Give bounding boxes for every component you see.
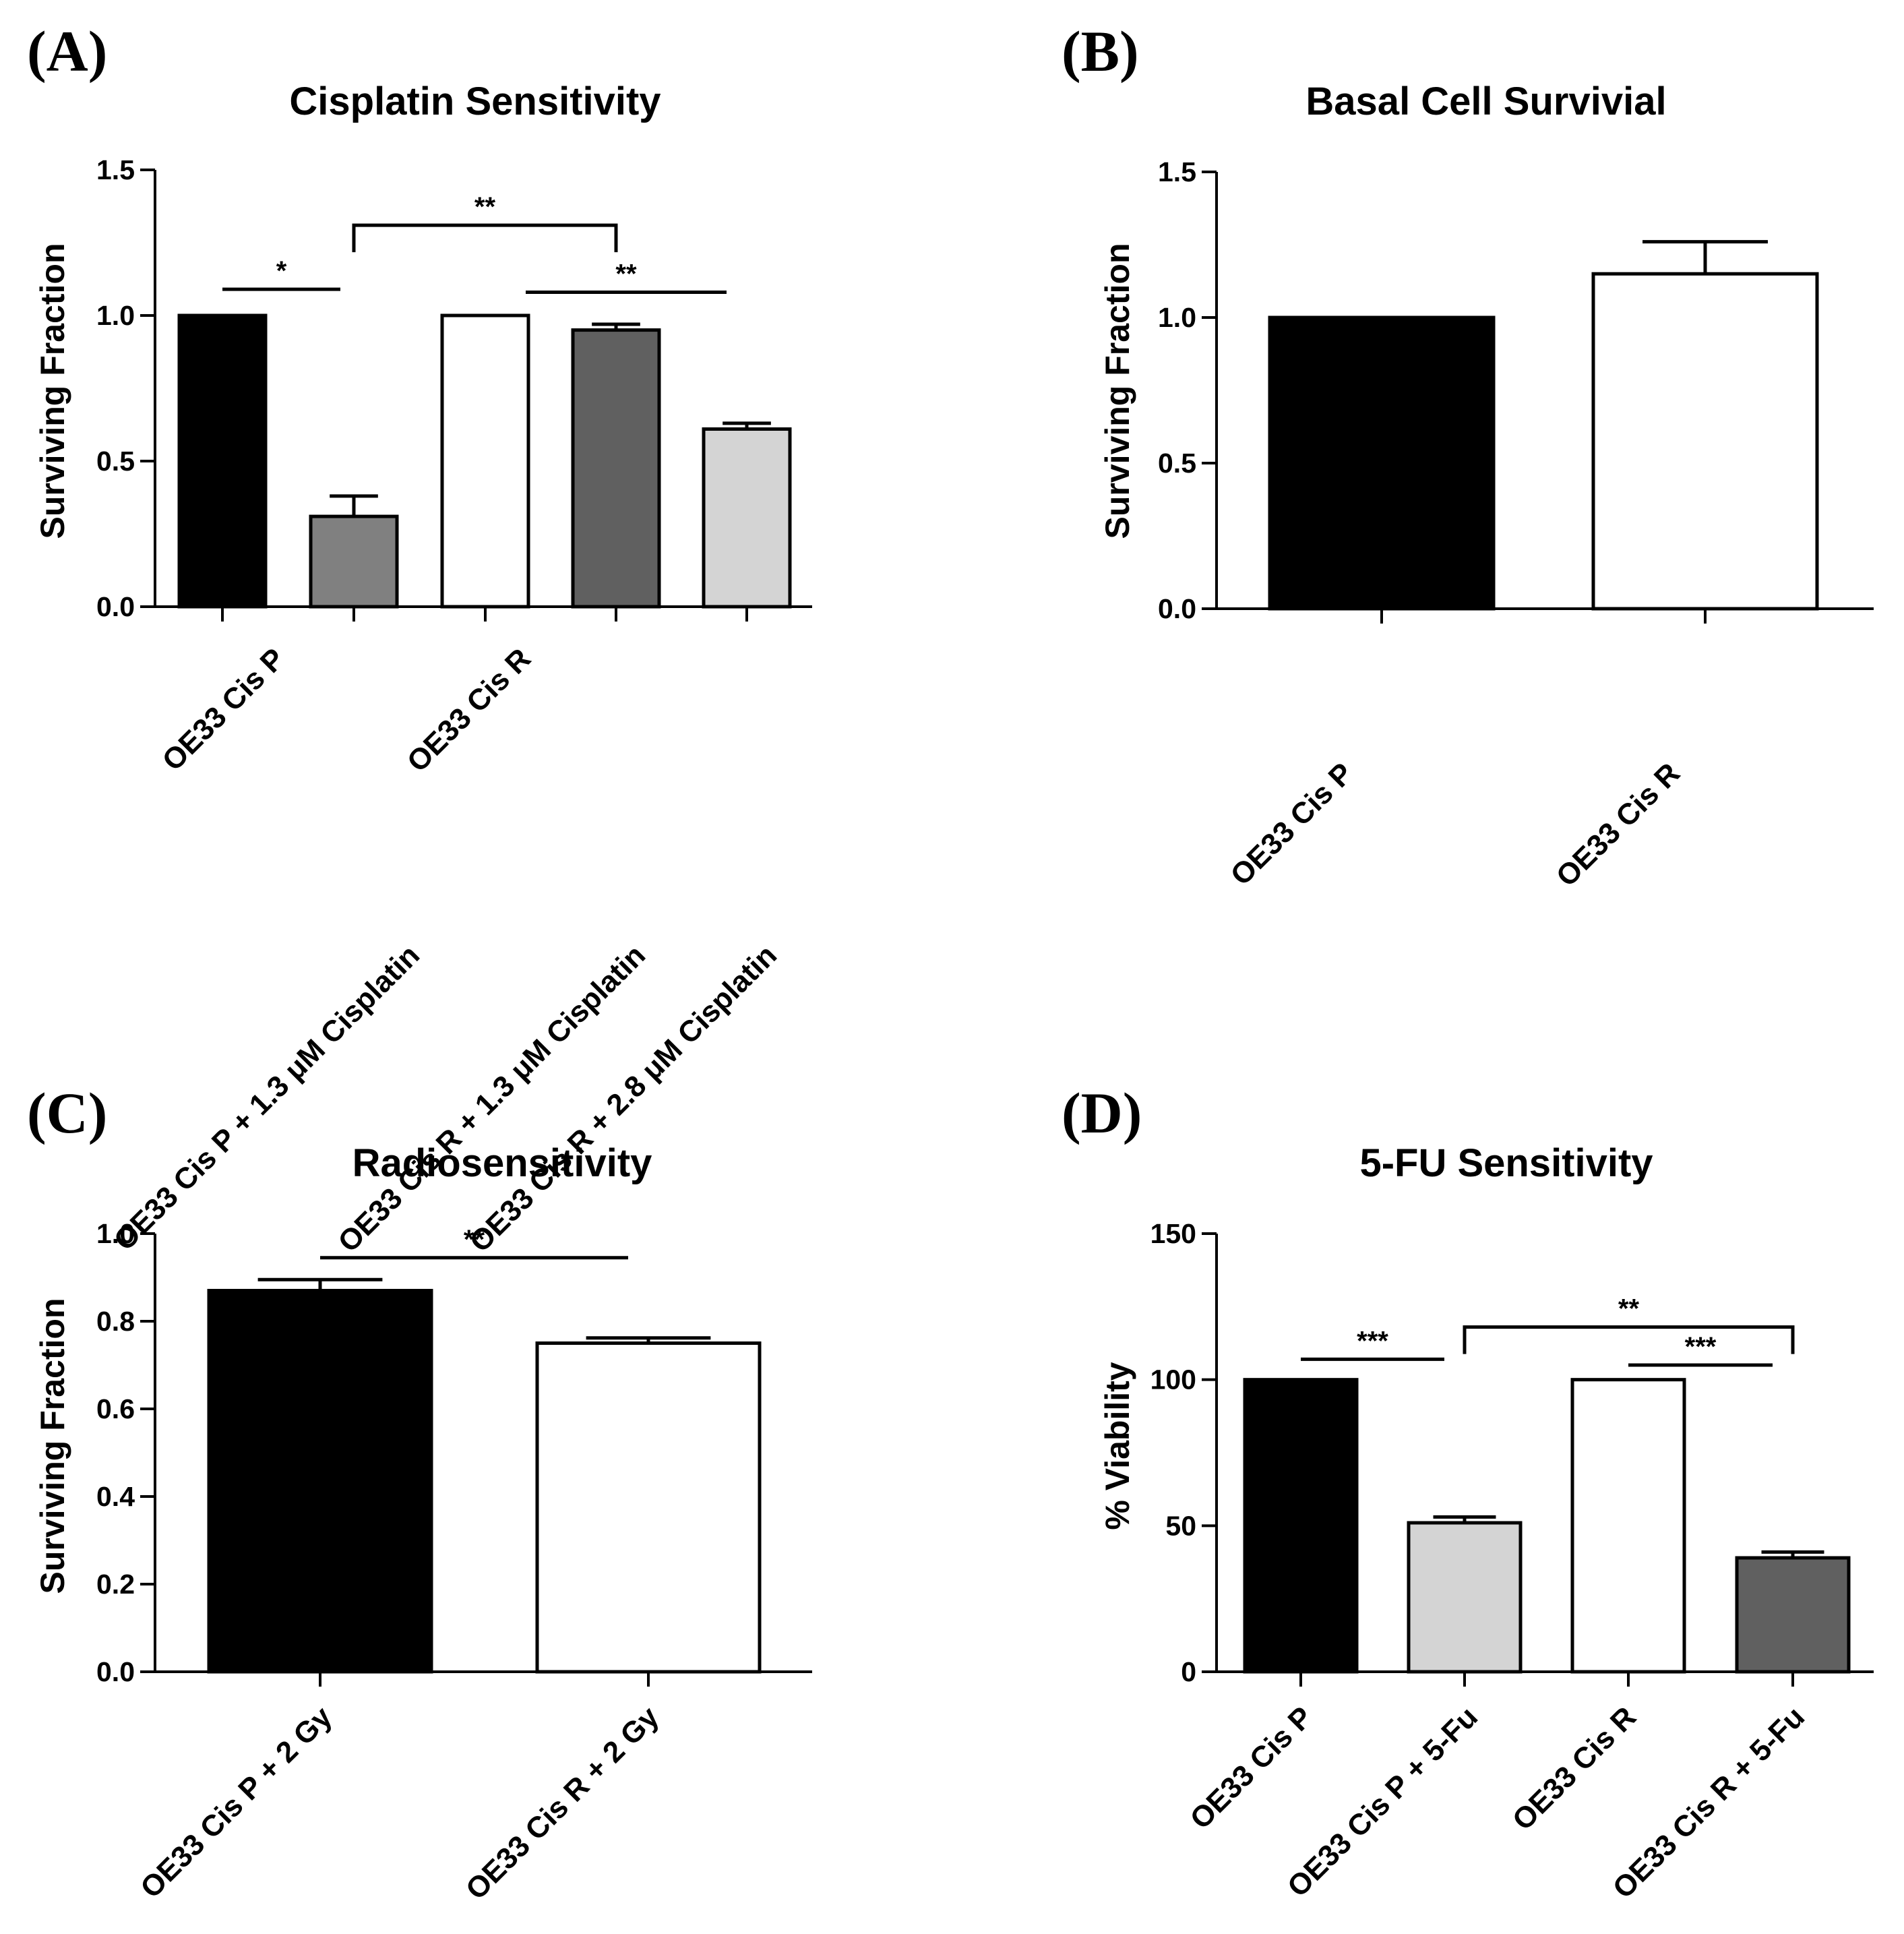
y-tick-label: 0	[1181, 1656, 1196, 1687]
y-tick-label: 0.6	[96, 1393, 135, 1424]
category-label: OE33 Cis P	[156, 642, 291, 777]
chart-panel-4: (D) 5-FU Sensitivity % Viability 0 50 100 150 O…	[1062, 1081, 1874, 1905]
bar	[571, 328, 661, 609]
significance-label: **	[464, 1225, 485, 1255]
category-label: OE33 Cis P	[1184, 1700, 1319, 1836]
significance-bracket	[352, 223, 618, 253]
category-label: OE33 Cis R	[1506, 1700, 1642, 1836]
significance-label: **	[1618, 1294, 1640, 1324]
y-tick-label: 0.0	[1158, 593, 1196, 624]
bar	[177, 313, 268, 609]
chart-panel-2: (B) Basal Cell Survivial Surviving Fractio…	[1062, 19, 1874, 893]
chart-title: 5-FU Sensitivity	[1359, 1141, 1653, 1185]
chart-title: Cisplatin Sensitivity	[289, 80, 661, 123]
panel-letter: (C)	[27, 1081, 107, 1145]
y-tick-label: 1.5	[96, 154, 135, 185]
bar	[535, 1341, 762, 1674]
y-tick-label: 0.5	[96, 446, 135, 477]
bar	[702, 427, 792, 609]
y-tick-label: 0.0	[96, 591, 135, 622]
y-axis-label: % Viability	[1099, 1362, 1136, 1530]
y-tick-label: 100	[1150, 1364, 1196, 1395]
y-tick-label: 0.0	[96, 1656, 135, 1687]
category-label: OE33 Cis R + 2 Gy	[460, 1700, 666, 1906]
panel-letter: (D)	[1062, 1081, 1142, 1145]
significance-label: ***	[1357, 1326, 1388, 1356]
significance-bracket	[1463, 1325, 1795, 1354]
bar	[1591, 272, 1819, 611]
category-label: OE33 Cis R	[1550, 756, 1686, 893]
y-tick-label: 1.0	[96, 300, 135, 331]
bar	[1735, 1556, 1851, 1674]
category-label: OE33 Cis R + 5-Fu	[1607, 1700, 1812, 1905]
bar	[1570, 1378, 1686, 1674]
chart-title: Basal Cell Survivial	[1306, 80, 1666, 123]
category-label: OE33 Cis P + 2 Gy	[134, 1700, 338, 1904]
y-tick-label: 50	[1165, 1510, 1196, 1541]
y-axis-label: Surviving Fraction	[34, 243, 71, 539]
chart-title: Radiosensitivity	[352, 1141, 652, 1185]
y-tick-label: 0.4	[96, 1481, 135, 1512]
panel-letter: (B)	[1062, 19, 1139, 84]
y-tick-label: 1.0	[96, 1218, 135, 1249]
chart-panel-1: (A) Cisplatin Sensitivity Surviving Fracti…	[27, 19, 812, 1259]
panel-letter: (A)	[27, 19, 107, 84]
significance-label: ***	[1685, 1332, 1717, 1362]
y-tick-label: 150	[1150, 1218, 1196, 1249]
bar	[309, 514, 399, 609]
y-axis-label: Surviving Fraction	[1099, 243, 1136, 539]
y-tick-label: 1.0	[1158, 302, 1196, 333]
category-label: OE33 Cis R	[401, 642, 537, 778]
significance-label: *	[276, 256, 287, 286]
y-axis-label: Surviving Fraction	[34, 1298, 71, 1594]
y-tick-label: 0.5	[1158, 448, 1196, 479]
y-tick-label: 0.2	[96, 1569, 135, 1600]
significance-label: **	[474, 192, 496, 222]
bar	[440, 313, 530, 609]
category-label: OE33 Cis P	[1224, 756, 1359, 892]
y-tick-label: 0.8	[96, 1306, 135, 1337]
bar	[1243, 1378, 1359, 1674]
bar	[1268, 315, 1496, 611]
bar	[1407, 1521, 1523, 1674]
bar	[207, 1289, 433, 1674]
significance-label: **	[615, 259, 637, 289]
y-tick-label: 1.5	[1158, 156, 1196, 187]
